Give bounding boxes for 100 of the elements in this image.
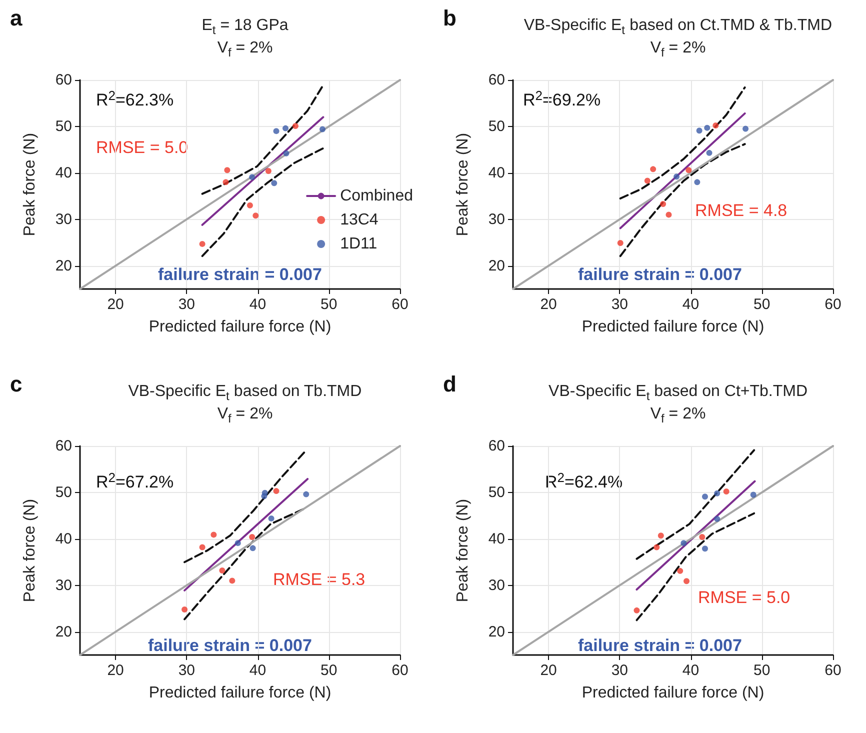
y-axis-title: Peak force (N) [22,498,38,602]
y-axis-title: Peak force (N) [454,132,472,236]
annotation: RMSE = 5.0 [698,588,790,607]
x-axis-title: Predicted failure force (N) [582,318,764,336]
y-tick-label: 20 [55,257,72,274]
x-tick-label: 50 [754,296,770,313]
point [702,494,708,500]
y-tick-label: 60 [488,72,505,88]
x-axis-title: Predicted failure force (N) [148,684,332,702]
x-tick-label: 40 [249,296,266,313]
point [271,180,278,186]
text: d [443,372,456,396]
point [699,534,706,540]
y-tick-label: 60 [55,438,72,454]
y-tick-label: 30 [488,210,505,228]
line-series [184,450,306,564]
x-tick-label: 30 [178,662,196,679]
x-tick-label: 60 [392,296,408,313]
point [261,493,268,500]
y-tick-label: 50 [55,118,72,135]
x-tick-label: 50 [320,296,338,313]
point [686,167,692,174]
point [273,488,280,494]
point [696,128,702,134]
text: c [10,372,22,396]
y-tick-label: 20 [55,623,72,640]
x-tick-label: 20 [107,296,124,313]
y-tick-label: 40 [55,530,72,548]
x-tick-label: 50 [754,662,770,679]
y-tick-label: 40 [55,164,72,182]
x-tick-label: 30 [611,296,628,313]
y-tick-label: 50 [488,484,505,501]
line-series [201,147,324,258]
point [714,516,720,522]
x-axis-title: Predicted failure force (N) [148,318,332,336]
text: b [443,6,456,30]
point [222,179,229,186]
x-tick-label: 60 [824,296,842,313]
x-axis-title: Predicted failure force (N) [582,684,764,702]
point [234,540,241,546]
line-series [636,449,756,560]
y-tick-label: 30 [55,576,72,594]
point [182,606,188,612]
point [674,174,680,180]
point [224,167,230,174]
y-tick-label: 40 [488,530,505,548]
y-tick-label: 20 [488,623,505,640]
x-tick-label: 40 [682,296,700,313]
point [249,174,256,180]
x-tick-label: 40 [682,662,700,679]
point [742,126,749,132]
x-tick-label: 20 [540,662,557,679]
point [723,488,730,495]
point [199,240,206,247]
y-tick-label: 50 [55,484,72,501]
point [658,532,664,539]
legend-label: 13C4 [340,212,378,228]
legend-label: Combined [340,188,414,204]
point [292,122,298,129]
x-tick-label: 50 [320,662,338,679]
point [282,125,289,132]
point [252,212,259,219]
point [706,150,712,156]
point [265,168,272,174]
legend-label: 1D11 [340,236,378,252]
x-tick-label: 30 [611,662,628,679]
x-tick-label: 40 [249,662,266,679]
y-tick-label: 30 [488,576,505,594]
point [750,492,756,498]
point [680,540,687,546]
text: a [10,6,23,30]
point [199,544,206,550]
point [617,240,624,246]
point [644,178,650,184]
point [650,166,656,172]
point [666,212,672,218]
x-tick-label: 20 [107,662,124,679]
point [654,544,660,550]
annotation: failure strain = 0.007 [158,265,322,284]
y-tick-label: 40 [488,164,505,182]
point [694,179,700,186]
point [303,491,310,498]
x-tick-label: 60 [824,662,842,679]
x-tick-label: 30 [178,296,196,313]
point [249,534,256,540]
point [704,124,710,131]
point [714,490,720,496]
point [702,546,708,552]
point [283,150,290,156]
y-axis-title: Peak force (N) [454,498,472,602]
point [219,567,226,574]
point [250,545,256,552]
point [634,607,640,614]
line-series [619,86,746,200]
point [273,128,280,134]
point [660,201,666,208]
line-series [201,84,324,195]
annotation: RMSE = 4.8 [695,201,788,220]
y-tick-label: 50 [488,118,505,135]
y-tick-label: 30 [55,210,72,228]
